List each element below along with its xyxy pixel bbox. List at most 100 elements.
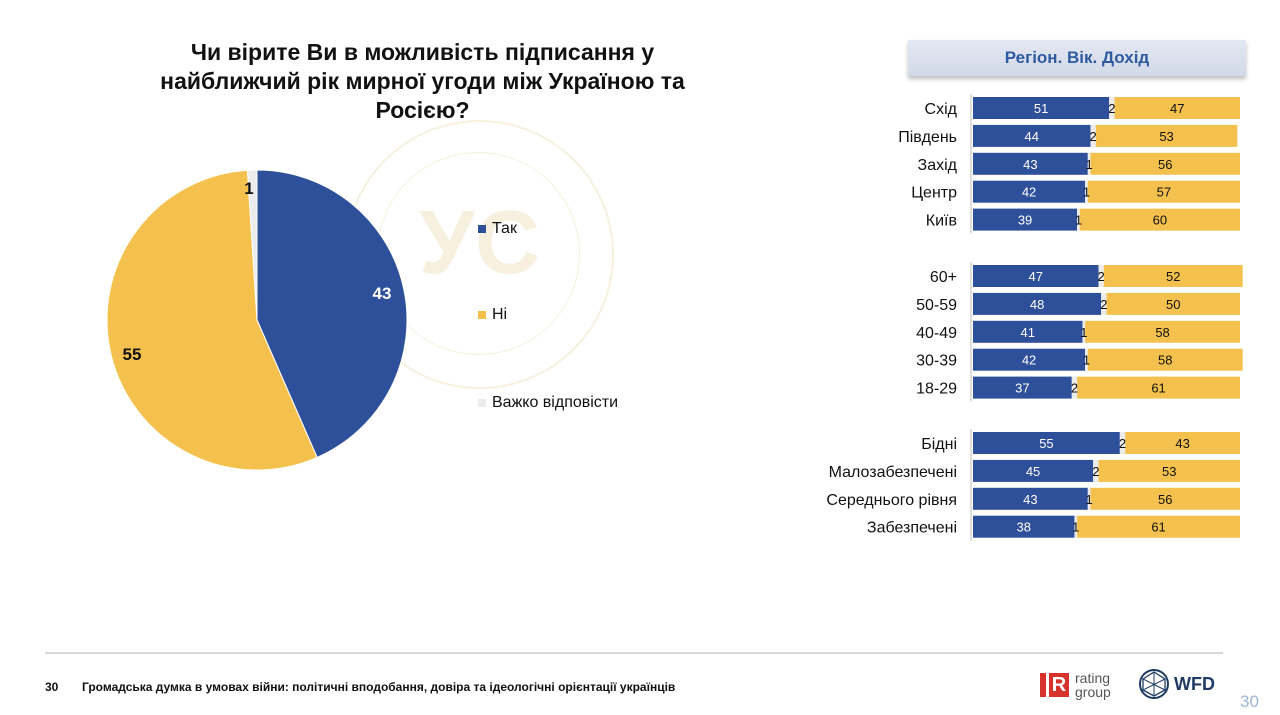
pie-slice-label-2: 1 xyxy=(244,179,253,198)
bar-value-hard: 2 xyxy=(1108,101,1115,116)
bar-value-no: 60 xyxy=(1153,213,1167,228)
pie-slice-label-0: 43 xyxy=(373,284,392,303)
bar-value-hard: 1 xyxy=(1072,520,1079,535)
bar-value-yes: 38 xyxy=(1016,520,1030,535)
watermark-text: УС xyxy=(419,193,540,293)
legend-item-no: Ні xyxy=(478,306,507,324)
bar-segment-no xyxy=(1077,376,1240,399)
bar-value-yes: 41 xyxy=(1021,325,1035,340)
bar-value-no: 47 xyxy=(1170,101,1184,116)
bar-segment-hard xyxy=(1085,180,1088,203)
bar-category-label: 40-49 xyxy=(916,325,957,342)
bar-segment-hard xyxy=(1085,348,1088,371)
bar-segment-yes xyxy=(973,376,1072,399)
pie-slice-0 xyxy=(256,169,408,459)
bar-segment-yes xyxy=(973,265,1099,287)
rating-mark-icon: R xyxy=(1040,670,1070,700)
bar-value-no: 53 xyxy=(1159,129,1173,144)
bar-segment-yes xyxy=(973,292,1102,315)
bar-value-hard: 1 xyxy=(1080,325,1087,340)
bar-value-yes: 39 xyxy=(1018,213,1032,228)
bar-category-label: Центр xyxy=(911,185,957,202)
legend-swatch-yes xyxy=(478,225,486,233)
bar-value-yes: 45 xyxy=(1026,464,1040,479)
bar-segment-yes xyxy=(973,459,1094,482)
page-corner-number: 30 xyxy=(1240,692,1259,711)
bar-value-hard: 1 xyxy=(1083,185,1090,200)
bar-segment-no xyxy=(1095,124,1238,147)
bar-segment-yes xyxy=(973,432,1120,454)
bar-value-hard: 2 xyxy=(1090,129,1097,144)
bar-value-yes: 44 xyxy=(1025,129,1039,144)
bar-value-hard: 1 xyxy=(1075,213,1082,228)
footer-page-number: 30 xyxy=(45,680,59,694)
bar-segment-yes xyxy=(973,320,1083,343)
bar-category-label: Київ xyxy=(926,213,957,230)
bar-value-no: 57 xyxy=(1157,185,1171,200)
bar-value-yes: 55 xyxy=(1039,436,1053,451)
bar-category-label: Бідні xyxy=(921,436,957,453)
legend-swatch-hard xyxy=(478,399,486,407)
footer-caption: Громадська думка в умовах війни: політич… xyxy=(82,680,676,694)
pie-slice-2 xyxy=(246,169,258,321)
bar-segment-no xyxy=(1106,292,1240,315)
bar-category-label: 30-39 xyxy=(916,353,957,370)
bar-value-no: 56 xyxy=(1158,157,1172,172)
bar-value-hard: 1 xyxy=(1083,353,1090,368)
bar-value-no: 53 xyxy=(1162,464,1176,479)
legend-label-yes: Так xyxy=(492,220,517,237)
bar-category-label: Забезпечені xyxy=(867,520,957,537)
bar-value-yes: 42 xyxy=(1022,353,1036,368)
bar-value-hard: 2 xyxy=(1071,381,1078,396)
bar-category-label: Малозабезпечені xyxy=(829,464,957,481)
bar-value-no: 43 xyxy=(1175,436,1189,451)
bar-segment-hard xyxy=(1071,376,1078,399)
rating-group-logo: R rating group xyxy=(1040,670,1111,700)
bar-value-yes: 37 xyxy=(1015,381,1029,396)
bar-segment-no xyxy=(1098,459,1240,482)
footer-divider xyxy=(45,652,1223,654)
bar-segment-no xyxy=(1085,320,1240,343)
bar-category-label: 60+ xyxy=(930,269,957,286)
pie-slice-1 xyxy=(106,169,318,471)
bar-segment-no xyxy=(1079,208,1240,231)
legend-swatch-no xyxy=(478,311,486,319)
bar-segment-hard xyxy=(1090,124,1096,147)
bar-value-yes: 51 xyxy=(1034,101,1048,116)
breakdown-tab: Регіон. Вік. Дохід xyxy=(908,40,1246,76)
bar-value-no: 50 xyxy=(1166,297,1180,312)
bar-segment-hard xyxy=(1082,320,1086,343)
bar-segment-hard xyxy=(1101,292,1107,315)
bar-value-hard: 1 xyxy=(1086,157,1093,172)
bar-value-yes: 42 xyxy=(1022,185,1036,200)
bar-value-no: 56 xyxy=(1158,492,1172,507)
bar-value-hard: 2 xyxy=(1092,464,1099,479)
bar-segment-hard xyxy=(1074,515,1078,538)
bar-segment-hard xyxy=(1119,432,1126,454)
bar-segment-yes xyxy=(973,152,1088,175)
bar-segment-no xyxy=(1125,432,1240,454)
bar-value-yes: 48 xyxy=(1030,297,1044,312)
bar-category-label: Захід xyxy=(918,157,958,174)
bar-segment-yes xyxy=(973,348,1086,371)
bar-segment-hard xyxy=(1087,152,1091,175)
bar-segment-no xyxy=(1114,97,1240,119)
bar-segment-hard xyxy=(1087,487,1091,510)
legend-label-no: Ні xyxy=(492,306,508,323)
bar-value-no: 58 xyxy=(1158,353,1172,368)
rating-word-2: group xyxy=(1075,684,1111,700)
legend-item-hard: Важко відповісти xyxy=(478,394,618,412)
bar-segment-hard xyxy=(1093,459,1099,482)
bar-segment-yes xyxy=(973,180,1086,203)
bar-segment-no xyxy=(1090,152,1240,175)
bar-value-no: 52 xyxy=(1166,269,1180,284)
bar-segment-no xyxy=(1087,180,1240,203)
bar-segment-yes xyxy=(973,124,1091,147)
bar-segment-hard xyxy=(1098,265,1104,287)
bar-category-label: Середнього рівня xyxy=(826,492,957,509)
bar-value-hard: 1 xyxy=(1086,492,1093,507)
bar-value-yes: 43 xyxy=(1023,492,1037,507)
bar-category-label: Південь xyxy=(898,129,957,146)
bar-category-label: 50-59 xyxy=(916,297,957,314)
